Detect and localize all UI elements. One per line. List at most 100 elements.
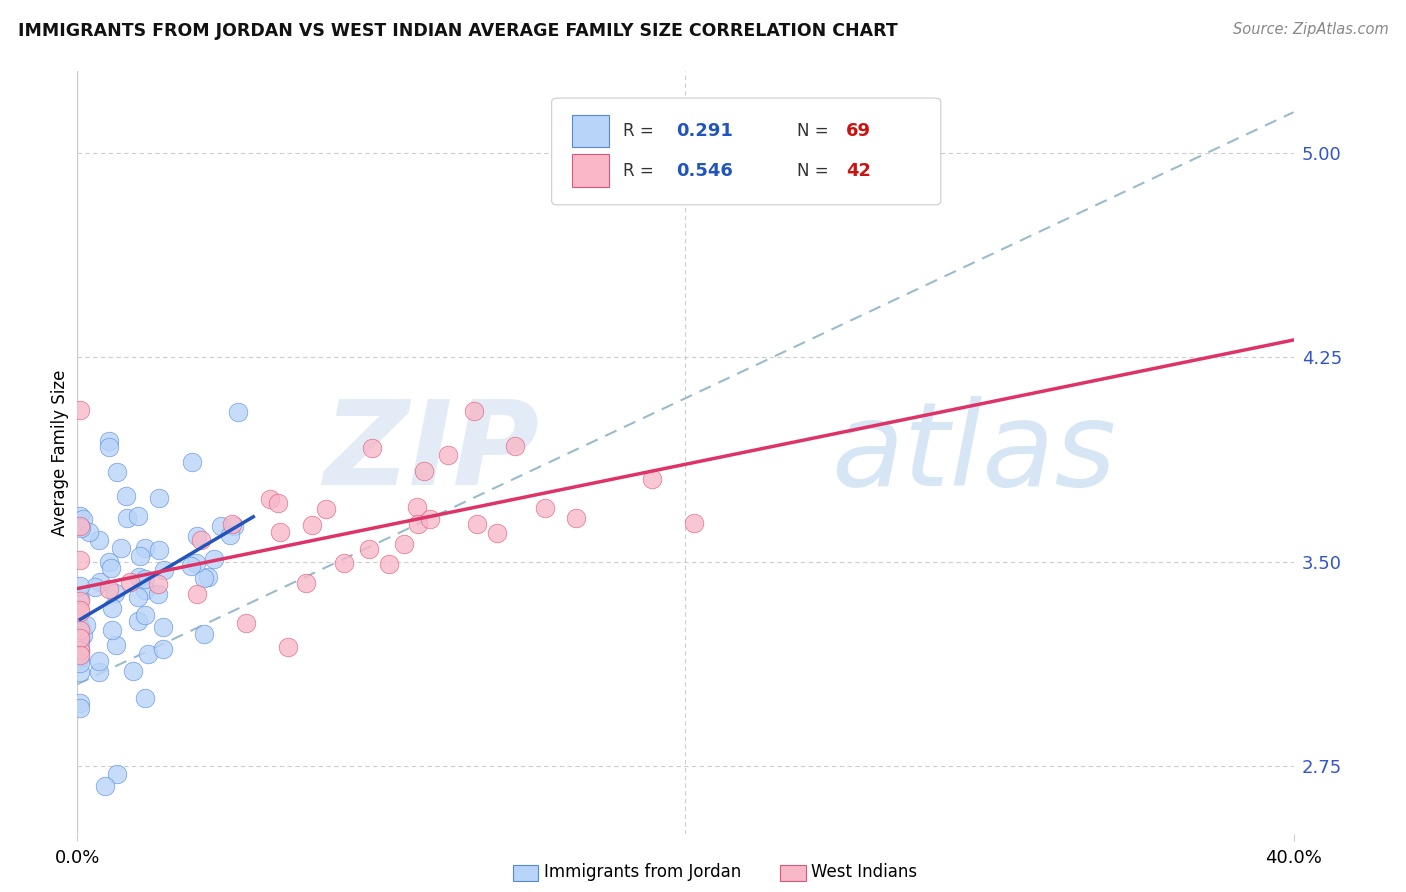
Point [463,404,485,418]
Point [87,533,110,547]
Point [127,590,149,604]
Point [138,647,160,661]
Point [128,570,150,584]
Point [186,587,208,601]
Point [357,541,380,556]
Point [69,656,91,670]
Point [72,512,94,526]
Point [97,434,120,449]
Point [186,529,208,543]
Point [197,570,219,584]
Point [98,554,121,568]
Point [69,648,91,662]
Point [134,691,156,706]
Point [84,580,107,594]
Point [641,473,664,487]
Point [69,591,91,606]
Y-axis label: Average Family Size: Average Family Size [51,369,69,536]
Text: N =: N = [797,161,834,179]
Point [134,572,156,586]
Point [98,440,121,454]
Point [683,516,706,531]
Text: 69: 69 [846,122,870,140]
Point [107,767,129,781]
Point [315,501,337,516]
Point [69,631,91,645]
Point [98,582,121,597]
Point [127,508,149,523]
Point [202,552,225,566]
Point [89,654,111,668]
Point [301,517,323,532]
Point [134,607,156,622]
Point [148,577,170,591]
Point [69,645,91,659]
Point [69,643,91,657]
Point [79,525,101,540]
Point [224,519,246,533]
Point [406,500,429,515]
Point [332,556,354,570]
Point [69,700,91,714]
Point [94,779,117,793]
Point [115,511,138,525]
Point [69,521,91,535]
Point [152,620,174,634]
Point [69,639,91,653]
FancyBboxPatch shape [551,98,941,205]
Point [186,556,208,570]
Point [69,628,91,642]
FancyBboxPatch shape [572,154,609,186]
Text: Immigrants from Jordan: Immigrants from Jordan [544,863,741,881]
Point [69,402,91,417]
Point [105,465,128,479]
Point [190,533,212,547]
Text: atlas: atlas [831,396,1116,509]
Point [104,586,127,600]
Point [533,501,555,516]
Text: IMMIGRANTS FROM JORDAN VS WEST INDIAN AVERAGE FAMILY SIZE CORRELATION CHART: IMMIGRANTS FROM JORDAN VS WEST INDIAN AV… [18,22,898,40]
Point [209,519,232,533]
Point [69,508,91,523]
Point [269,524,291,539]
Point [221,516,243,531]
Point [134,582,156,597]
Point [181,454,204,468]
Point [128,549,150,563]
Point [121,664,143,678]
Point [69,632,91,647]
Point [69,623,91,637]
Point [193,627,215,641]
Point [152,563,174,577]
Point [69,621,91,635]
Text: R =: R = [623,122,659,140]
Text: 0.291: 0.291 [676,122,733,140]
Point [69,552,91,566]
Point [69,593,91,607]
Text: N =: N = [797,122,834,140]
Point [565,511,588,525]
Point [69,519,91,533]
Point [361,442,384,456]
Point [69,665,91,680]
Point [101,623,124,637]
Point [89,665,111,679]
Point [152,642,174,657]
Point [69,579,91,593]
Point [267,496,290,510]
Point [259,492,281,507]
Point [465,516,488,531]
Point [486,525,509,540]
Point [148,491,170,505]
Point [72,628,94,642]
Point [69,649,91,664]
Point [392,537,415,551]
Point [101,600,124,615]
Text: 0.546: 0.546 [676,161,733,179]
Point [69,619,91,633]
Point [295,575,318,590]
Point [218,528,240,542]
FancyBboxPatch shape [572,115,609,147]
Text: 42: 42 [846,161,870,179]
Point [419,512,441,526]
